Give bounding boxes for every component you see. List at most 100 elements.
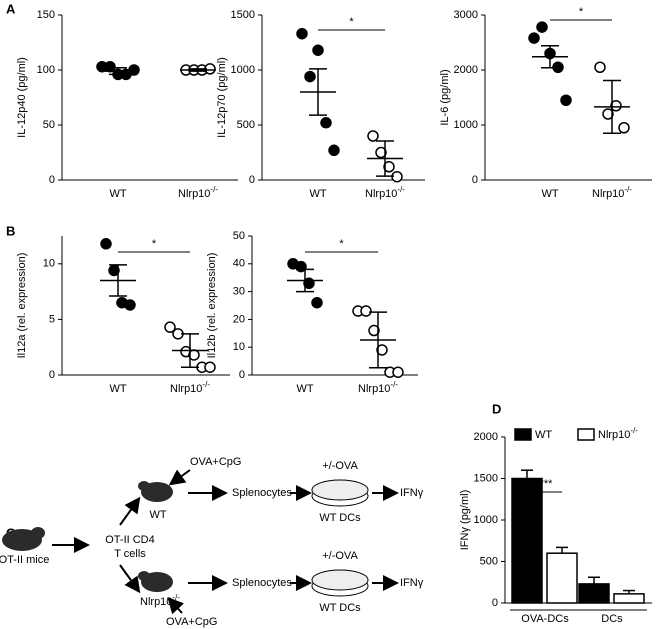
y-tick-label: 10 [43, 258, 55, 270]
treatment-label: +/-OVA [322, 550, 358, 562]
data-point [100, 238, 112, 250]
data-point [128, 64, 140, 76]
y-axis-label: Il12a (rel. expression) [16, 253, 28, 359]
y-tick-label: 40 [233, 258, 245, 270]
y-tick-label: 0 [472, 174, 478, 186]
panel-label: B [6, 223, 15, 238]
bar [613, 593, 645, 604]
data-point [528, 32, 540, 44]
data-point [320, 117, 332, 129]
data-point [560, 94, 572, 106]
legend-swatch [514, 428, 532, 441]
y-tick-label: 0 [492, 597, 498, 609]
y-tick-label: 1500 [474, 472, 498, 484]
output-label: Splenocytes [232, 577, 292, 589]
y-tick-label: 500 [480, 555, 498, 567]
stimulus-label: OVA+CpG [166, 616, 217, 628]
readout-label: IFNγ [400, 577, 424, 589]
bar [511, 477, 543, 604]
diagram: OT-II mice OT-II CD4 T cells WT OVA+CpG … [0, 456, 424, 628]
arrow [119, 496, 141, 526]
x-tick-label: OVA-DCs [521, 613, 569, 625]
data-point [164, 321, 176, 333]
data-point [124, 299, 136, 311]
x-tick-label: Nlrp10-/- [365, 185, 405, 200]
dish-label: WT DCs [319, 512, 361, 524]
significance-label: * [339, 238, 344, 250]
dish-label: WT DCs [319, 602, 361, 614]
data-point [360, 305, 372, 317]
stimulus-label: OVA+CpG [190, 456, 241, 468]
dish [311, 479, 369, 501]
output-label: Splenocytes [232, 487, 292, 499]
readout-label: IFNγ [400, 487, 424, 499]
data-point [311, 296, 323, 309]
legend-label: Nlrp10-/- [598, 426, 638, 441]
y-tick-label: 5 [49, 313, 55, 325]
significance-label: * [349, 16, 354, 28]
y-tick-label: 2000 [474, 431, 498, 443]
y-tick-label: 10 [233, 341, 245, 353]
data-point [392, 366, 404, 378]
source-label: OT-II mice [0, 554, 49, 566]
y-axis-label: IFNγ (pg/ml) [459, 490, 471, 551]
y-tick-label: 20 [233, 313, 245, 325]
data-point [204, 361, 216, 373]
bar [578, 583, 610, 604]
y-tick-label: 3000 [454, 9, 478, 21]
mouse-head [31, 527, 45, 539]
data-point [375, 146, 387, 159]
data-point [376, 344, 388, 356]
mouse-head [138, 481, 150, 491]
x-tick-label: Nlrp10-/- [592, 185, 632, 200]
y-axis-label: IL-12p40 (pg/ml) [16, 57, 28, 138]
significance-label: * [579, 6, 584, 18]
y-axis-label: IL-12p70 (pg/ml) [216, 57, 228, 138]
y-tick-label: 0 [49, 174, 55, 186]
y-tick-label: 1000 [231, 64, 255, 76]
y-tick-label: 1500 [231, 9, 255, 21]
host-label: WT [149, 509, 166, 521]
x-tick-label: WT [309, 188, 326, 200]
x-tick-label: Nlrp10-/- [170, 380, 210, 395]
y-tick-label: 0 [239, 369, 245, 381]
cells-label: T cells [114, 548, 146, 560]
data-point [368, 324, 380, 337]
legend-label: WT [535, 429, 552, 441]
data-point [328, 144, 340, 157]
panel-label: D [492, 401, 501, 416]
y-tick-label: 0 [249, 174, 255, 186]
data-point [296, 27, 308, 40]
bar [546, 552, 578, 604]
mouse-head [138, 571, 150, 581]
data-point [312, 44, 324, 56]
data-point [618, 122, 630, 134]
data-point [610, 100, 622, 112]
y-tick-label: 50 [233, 230, 245, 242]
x-tick-label: WT [109, 383, 126, 395]
x-tick-label: WT [541, 188, 558, 200]
arrow [119, 564, 141, 594]
x-tick-label: Nlrp10-/- [358, 380, 398, 395]
y-tick-label: 50 [43, 119, 55, 131]
y-axis-label: Il12b (rel. expression) [206, 253, 218, 359]
data-point [367, 130, 379, 142]
y-axis-label: IL-6 (pg/ml) [439, 69, 451, 125]
y-tick-label: 100 [37, 64, 55, 76]
y-tick-label: 1000 [454, 119, 478, 131]
dish [311, 569, 369, 591]
significance-label: *** [540, 478, 554, 490]
x-tick-label: DCs [601, 613, 623, 625]
y-tick-label: 150 [37, 9, 55, 21]
y-tick-label: 0 [49, 369, 55, 381]
data-point [594, 61, 606, 73]
significance-label: * [152, 238, 157, 250]
cells-label: OT-II CD4 [105, 534, 155, 546]
x-tick-label: Nlrp10-/- [178, 185, 218, 200]
data-point [602, 108, 614, 120]
legend-swatch [577, 428, 595, 441]
data-point [383, 161, 395, 173]
data-point [104, 60, 116, 73]
y-tick-label: 1000 [474, 514, 498, 526]
treatment-label: +/-OVA [322, 460, 358, 472]
